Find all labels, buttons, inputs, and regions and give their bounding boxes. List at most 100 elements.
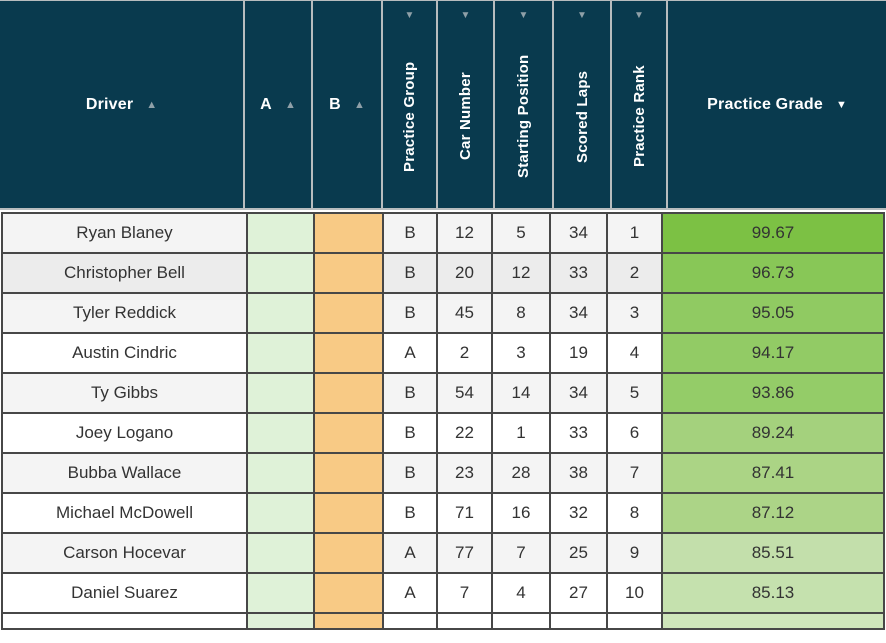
column-header-label: Practice Rank — [630, 65, 648, 168]
column-header-label: Practice Group — [401, 61, 418, 172]
column-header-label: Car Number — [457, 72, 474, 161]
practice-rank-cell: 1 — [606, 212, 663, 254]
car-number-cell: 20 — [436, 252, 493, 294]
column-header-scored-laps[interactable]: ▼ Scored Laps — [554, 1, 610, 208]
column-header-label: A — [260, 95, 272, 113]
practice-rank-cell — [606, 612, 663, 630]
table-row: Michael McDowell B 71 16 32 8 87.12 — [1, 492, 885, 534]
driver-cell: Tyler Reddick — [1, 292, 248, 334]
practice-rank-cell: 4 — [606, 332, 663, 374]
sort-desc-icon: ▼ — [460, 10, 471, 21]
table-row: Carson Hocevar A 77 7 25 9 85.51 — [1, 532, 885, 574]
scored-laps-cell: 38 — [549, 452, 608, 494]
group-b-cell — [313, 612, 384, 630]
practice-group-cell: B — [382, 252, 438, 294]
car-number-cell: 77 — [436, 532, 493, 574]
practice-group-cell: B — [382, 452, 438, 494]
header-body-divider — [0, 210, 886, 212]
table-row: Ryan Blaney B 12 5 34 1 99.67 — [1, 212, 885, 254]
scored-laps-cell — [549, 612, 608, 630]
practice-group-cell: A — [382, 532, 438, 574]
sort-desc-icon: ▼ — [518, 10, 529, 21]
practice-group-cell: B — [382, 372, 438, 414]
sort-desc-icon: ▼ — [835, 98, 847, 111]
car-number-cell: 7 — [436, 572, 493, 614]
scored-laps-cell: 33 — [549, 252, 608, 294]
column-header-practice-rank[interactable]: ▼ Practice Rank — [612, 1, 666, 208]
column-header-label: Driver — [85, 95, 134, 113]
group-a-cell — [246, 292, 315, 334]
column-header-label: B — [329, 95, 341, 113]
column-header-car-number[interactable]: ▼ Car Number — [438, 1, 493, 208]
practice-group-cell: B — [382, 492, 438, 534]
group-a-cell — [246, 332, 315, 374]
practice-rank-cell: 8 — [606, 492, 663, 534]
driver-cell: Carson Hocevar — [1, 532, 248, 574]
group-b-cell — [313, 532, 384, 574]
column-header-b[interactable]: B ▲ — [313, 1, 381, 208]
column-header-starting-position[interactable]: ▼ Starting Position — [495, 1, 552, 208]
starting-position-cell: 28 — [491, 452, 551, 494]
car-number-cell: 12 — [436, 212, 493, 254]
group-b-cell — [313, 452, 384, 494]
starting-position-cell: 16 — [491, 492, 551, 534]
driver-cell: Joey Logano — [1, 412, 248, 454]
sort-asc-icon: ▲ — [146, 98, 158, 111]
table-row: Tyler Reddick B 45 8 34 3 95.05 — [1, 292, 885, 334]
driver-cell: Bubba Wallace — [1, 452, 248, 494]
starting-position-cell: 3 — [491, 332, 551, 374]
column-header-label: Practice Grade — [707, 95, 823, 113]
scored-laps-cell: 34 — [549, 292, 608, 334]
starting-position-cell: 5 — [491, 212, 551, 254]
driver-cell: Ryan Blaney — [1, 212, 248, 254]
car-number-cell: 45 — [436, 292, 493, 334]
scored-laps-cell: 34 — [549, 212, 608, 254]
starting-position-cell: 14 — [491, 372, 551, 414]
sort-desc-icon: ▼ — [634, 10, 644, 21]
column-header-driver[interactable]: Driver ▲ — [0, 1, 243, 208]
car-number-cell: 71 — [436, 492, 493, 534]
group-a-cell — [246, 212, 315, 254]
practice-grade-cell: 89.24 — [661, 412, 885, 454]
practice-rank-cell: 6 — [606, 412, 663, 454]
practice-grade-cell — [661, 612, 885, 630]
group-b-cell — [313, 572, 384, 614]
sort-desc-icon: ▼ — [404, 10, 415, 21]
column-header-practice-grade[interactable]: Practice Grade ▼ — [668, 1, 886, 208]
sort-asc-icon: ▲ — [353, 98, 365, 111]
scored-laps-cell: 25 — [549, 532, 608, 574]
group-b-cell — [313, 292, 384, 334]
table-row: Ty Gibbs B 54 14 34 5 93.86 — [1, 372, 885, 414]
practice-grade-cell: 85.51 — [661, 532, 885, 574]
practice-group-cell: B — [382, 412, 438, 454]
driver-cell: Daniel Suarez — [1, 572, 248, 614]
group-a-cell — [246, 412, 315, 454]
practice-rank-cell: 5 — [606, 372, 663, 414]
practice-rank-cell: 7 — [606, 452, 663, 494]
scored-laps-cell: 27 — [549, 572, 608, 614]
starting-position-cell: 1 — [491, 412, 551, 454]
column-header-label: Scored Laps — [573, 70, 591, 163]
sort-desc-icon: ▼ — [577, 10, 587, 21]
practice-grade-cell: 95.05 — [661, 292, 885, 334]
column-header-a[interactable]: A ▲ — [245, 1, 311, 208]
table-row: Joey Logano B 22 1 33 6 89.24 — [1, 412, 885, 454]
practice-rank-cell: 10 — [606, 572, 663, 614]
column-header-practice-group[interactable]: ▼ Practice Group — [383, 1, 436, 208]
practice-grade-cell: 96.73 — [661, 252, 885, 294]
scored-laps-cell: 34 — [549, 372, 608, 414]
sort-asc-icon: ▲ — [284, 98, 296, 111]
car-number-cell: 54 — [436, 372, 493, 414]
practice-group-cell: A — [382, 332, 438, 374]
practice-rank-cell: 3 — [606, 292, 663, 334]
car-number-cell: 23 — [436, 452, 493, 494]
table-row: Bubba Wallace B 23 28 38 7 87.41 — [1, 452, 885, 494]
group-b-cell — [313, 332, 384, 374]
group-a-cell — [246, 372, 315, 414]
driver-cell: Christopher Bell — [1, 252, 248, 294]
starting-position-cell: 8 — [491, 292, 551, 334]
column-header-label: Starting Position — [515, 54, 532, 179]
driver-cell: Michael McDowell — [1, 492, 248, 534]
practice-grade-cell: 87.12 — [661, 492, 885, 534]
